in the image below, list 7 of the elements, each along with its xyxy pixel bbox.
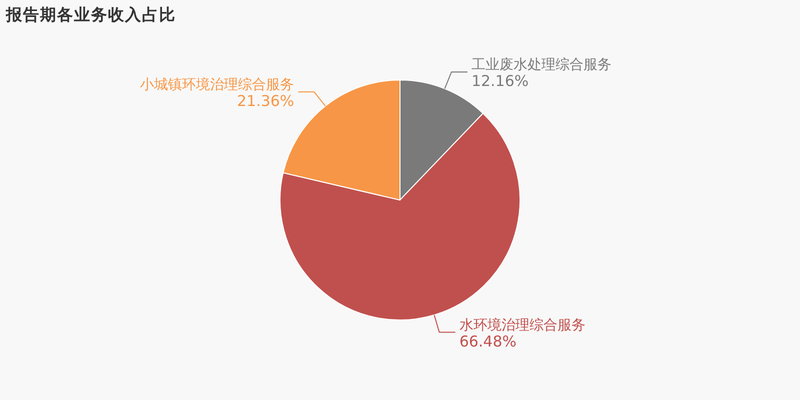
slice-label: 工业废水处理综合服务 xyxy=(471,56,612,73)
chart-title: 报告期各业务收入占比 xyxy=(5,5,176,24)
slice-label: 小城镇环境治理综合服务 xyxy=(140,76,294,93)
data-label: 21.36% xyxy=(236,92,294,110)
slice-label: 水环境治理综合服务 xyxy=(459,317,586,334)
data-label: 12.16% xyxy=(471,72,529,90)
data-label: 66.48% xyxy=(459,332,517,350)
